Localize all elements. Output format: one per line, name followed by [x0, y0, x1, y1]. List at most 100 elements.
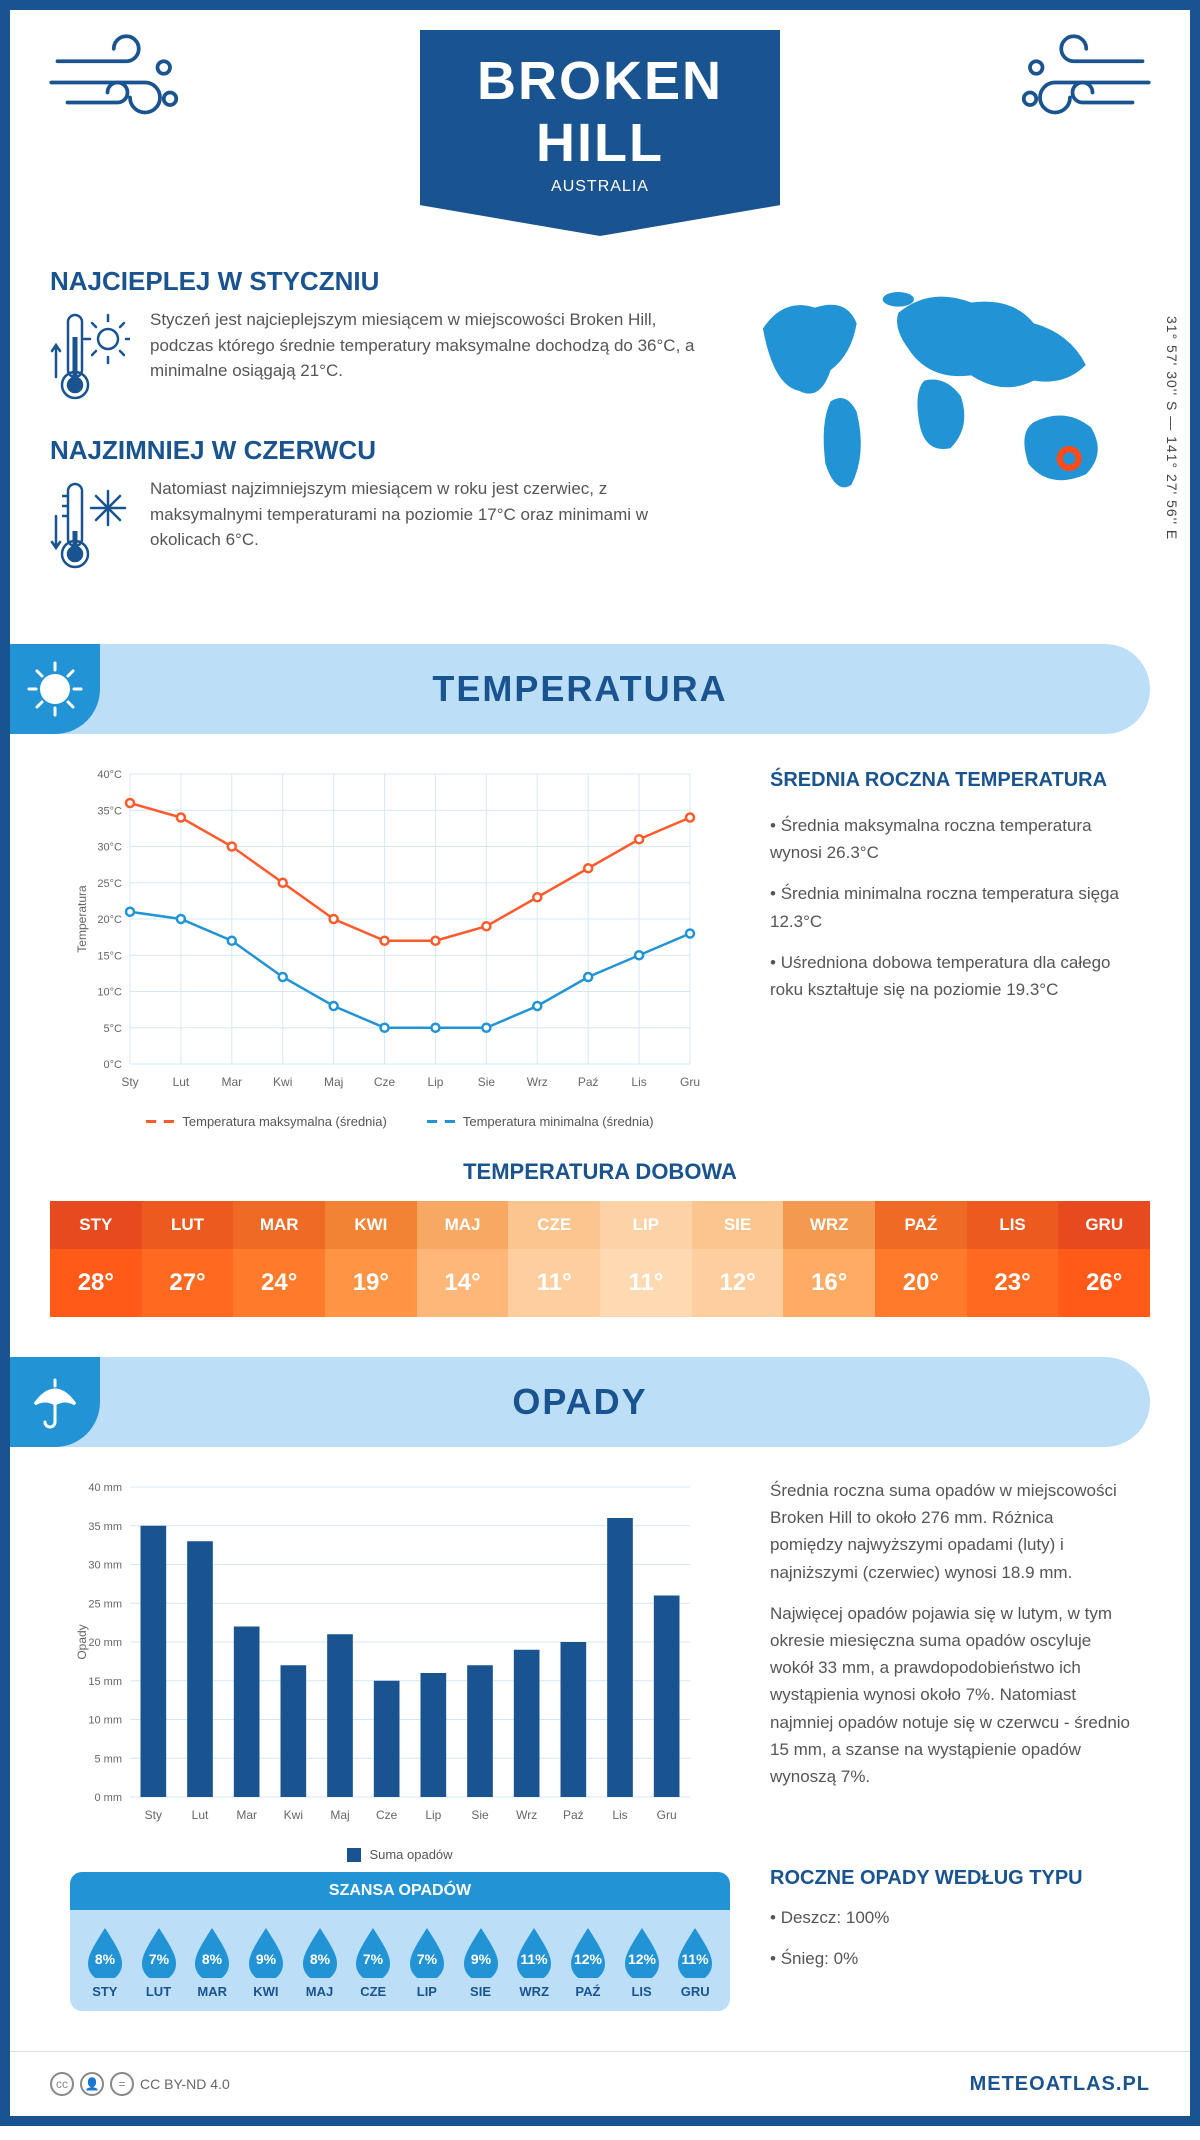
warmest-text: Styczeń jest najcieplejszym miesiącem w …	[150, 307, 700, 384]
daily-temp-table: STY 28° LUT 27° MAR 24° KWI 19° MAJ 14° …	[50, 1201, 1150, 1317]
temp-col: CZE 11°	[508, 1201, 600, 1317]
svg-text:7%: 7%	[148, 1951, 169, 1967]
world-map: 31° 57' 30'' S — 141° 27' 56'' E	[730, 266, 1150, 604]
svg-text:Maj: Maj	[330, 1808, 349, 1822]
temp-col: LIS 23°	[967, 1201, 1059, 1317]
svg-text:Maj: Maj	[324, 1075, 343, 1089]
svg-text:25 mm: 25 mm	[88, 1598, 122, 1610]
intro-section: NAJCIEPLEJ W STYCZNIU Styczeń jest najci…	[10, 236, 1190, 624]
license-text: CC BY-ND 4.0	[140, 2076, 230, 2092]
temp-bullet-3: Uśredniona dobowa temperatura dla całego…	[770, 949, 1130, 1003]
precip-chance-title: SZANSA OPADÓW	[70, 1872, 730, 1910]
legend-min: Temperatura minimalna (średnia)	[463, 1114, 654, 1129]
precip-type-title: ROCZNE OPADY WEDŁUG TYPU	[770, 1862, 1130, 1894]
svg-text:20°C: 20°C	[97, 914, 122, 926]
header-row: BROKEN HILL AUSTRALIA	[10, 10, 1190, 236]
precip-chart-legend: Suma opadów	[70, 1847, 730, 1862]
svg-text:Lip: Lip	[427, 1075, 443, 1089]
svg-text:8%: 8%	[309, 1951, 330, 1967]
svg-text:9%: 9%	[256, 1951, 277, 1967]
svg-text:Wrz: Wrz	[516, 1808, 537, 1822]
drop-col: 12% PAŹ	[561, 1926, 615, 1999]
svg-text:Mar: Mar	[221, 1075, 242, 1089]
svg-text:Sty: Sty	[145, 1808, 162, 1822]
svg-text:Cze: Cze	[376, 1808, 398, 1822]
thermometer-cold-icon	[50, 476, 130, 576]
svg-text:35°C: 35°C	[97, 805, 122, 817]
wind-icon-right	[1000, 30, 1160, 130]
drop-col: 9% SIE	[454, 1926, 508, 1999]
drop-col: 7% LIP	[400, 1926, 454, 1999]
svg-text:Kwi: Kwi	[284, 1808, 303, 1822]
precip-type-panel: ROCZNE OPADY WEDŁUG TYPU Deszcz: 100% Śn…	[770, 1862, 1130, 1986]
svg-text:Sty: Sty	[121, 1075, 138, 1089]
drop-col: 11% GRU	[668, 1926, 722, 1999]
svg-text:Lis: Lis	[631, 1075, 646, 1089]
temp-side-title: ŚREDNIA ROCZNA TEMPERATURA	[770, 764, 1130, 796]
drop-col: 7% LUT	[132, 1926, 186, 1999]
temp-col: SIE 12°	[692, 1201, 784, 1317]
temp-col: LUT 27°	[142, 1201, 234, 1317]
svg-text:30°C: 30°C	[97, 842, 122, 854]
svg-text:20 mm: 20 mm	[88, 1637, 122, 1649]
nd-icon: =	[110, 2072, 134, 2096]
svg-text:Gru: Gru	[657, 1808, 677, 1822]
precipitation-bar-chart: 0 mm5 mm10 mm15 mm20 mm25 mm30 mm35 mm40…	[70, 1477, 730, 1862]
temp-col: LIP 11°	[600, 1201, 692, 1317]
svg-text:35 mm: 35 mm	[88, 1521, 122, 1533]
coldest-title: NAJZIMNIEJ W CZERWCU	[50, 435, 700, 466]
precip-rain: Deszcz: 100%	[770, 1904, 1130, 1931]
temp-chart-legend: Temperatura maksymalna (średnia) Tempera…	[70, 1114, 730, 1129]
temp-col: PAŹ 20°	[875, 1201, 967, 1317]
precip-p1: Średnia roczna suma opadów w miejscowośc…	[770, 1477, 1130, 1586]
by-icon: 👤	[80, 2072, 104, 2096]
drop-col: 12% LIS	[615, 1926, 669, 1999]
drop-col: 8% MAJ	[293, 1926, 347, 1999]
temperature-heading: TEMPERATURA	[432, 668, 727, 710]
precip-p2: Najwięcej opadów pojawia się w lutym, w …	[770, 1600, 1130, 1790]
temp-col: MAJ 14°	[417, 1201, 509, 1317]
svg-text:8%: 8%	[202, 1951, 223, 1967]
svg-text:5 mm: 5 mm	[95, 1753, 123, 1765]
country-subtitle: AUSTRALIA	[420, 178, 780, 196]
svg-text:25°C: 25°C	[97, 878, 122, 890]
svg-text:15 mm: 15 mm	[88, 1676, 122, 1688]
temp-col: GRU 26°	[1058, 1201, 1150, 1317]
drop-col: 9% KWI	[239, 1926, 293, 1999]
svg-text:Lut: Lut	[173, 1075, 190, 1089]
svg-text:Lis: Lis	[612, 1808, 627, 1822]
svg-text:0 mm: 0 mm	[95, 1792, 123, 1804]
drop-col: 8% MAR	[185, 1926, 239, 1999]
coordinates-label: 31° 57' 30'' S — 141° 27' 56'' E	[1164, 316, 1180, 540]
svg-text:40°C: 40°C	[97, 769, 122, 781]
svg-text:Lut: Lut	[192, 1808, 209, 1822]
legend-sum: Suma opadów	[369, 1847, 452, 1862]
precip-snow: Śnieg: 0%	[770, 1945, 1130, 1972]
svg-text:40 mm: 40 mm	[88, 1482, 122, 1494]
svg-text:10°C: 10°C	[97, 987, 122, 999]
svg-text:Lip: Lip	[425, 1808, 441, 1822]
cc-icon: cc	[50, 2072, 74, 2096]
warmest-block: NAJCIEPLEJ W STYCZNIU Styczeń jest najci…	[50, 266, 700, 407]
warmest-title: NAJCIEPLEJ W STYCZNIU	[50, 266, 700, 297]
svg-text:Cze: Cze	[374, 1075, 396, 1089]
temp-col: WRZ 16°	[783, 1201, 875, 1317]
precipitation-heading: OPADY	[512, 1381, 647, 1423]
umbrella-icon	[10, 1357, 100, 1447]
temp-col: KWI 19°	[325, 1201, 417, 1317]
svg-text:Mar: Mar	[236, 1808, 257, 1822]
svg-text:Wrz: Wrz	[527, 1075, 548, 1089]
svg-text:15°C: 15°C	[97, 950, 122, 962]
temp-bullet-2: Średnia minimalna roczna temperatura się…	[770, 880, 1130, 934]
license-block: cc 👤 = CC BY-ND 4.0	[50, 2072, 230, 2096]
temp-bullet-1: Średnia maksymalna roczna temperatura wy…	[770, 812, 1130, 866]
title-banner: BROKEN HILL AUSTRALIA	[420, 30, 780, 236]
legend-max: Temperatura maksymalna (średnia)	[182, 1114, 386, 1129]
svg-text:Temperatura: Temperatura	[75, 885, 89, 953]
temperature-line-chart: 0°C5°C10°C15°C20°C25°C30°C35°C40°CStyLut…	[70, 764, 730, 1129]
drop-col: 11% WRZ	[507, 1926, 561, 1999]
svg-text:Kwi: Kwi	[273, 1075, 292, 1089]
drop-col: 8% STY	[78, 1926, 132, 1999]
footer: cc 👤 = CC BY-ND 4.0 METEOATLAS.PL	[10, 2051, 1190, 2116]
city-title: BROKEN HILL	[420, 50, 780, 174]
